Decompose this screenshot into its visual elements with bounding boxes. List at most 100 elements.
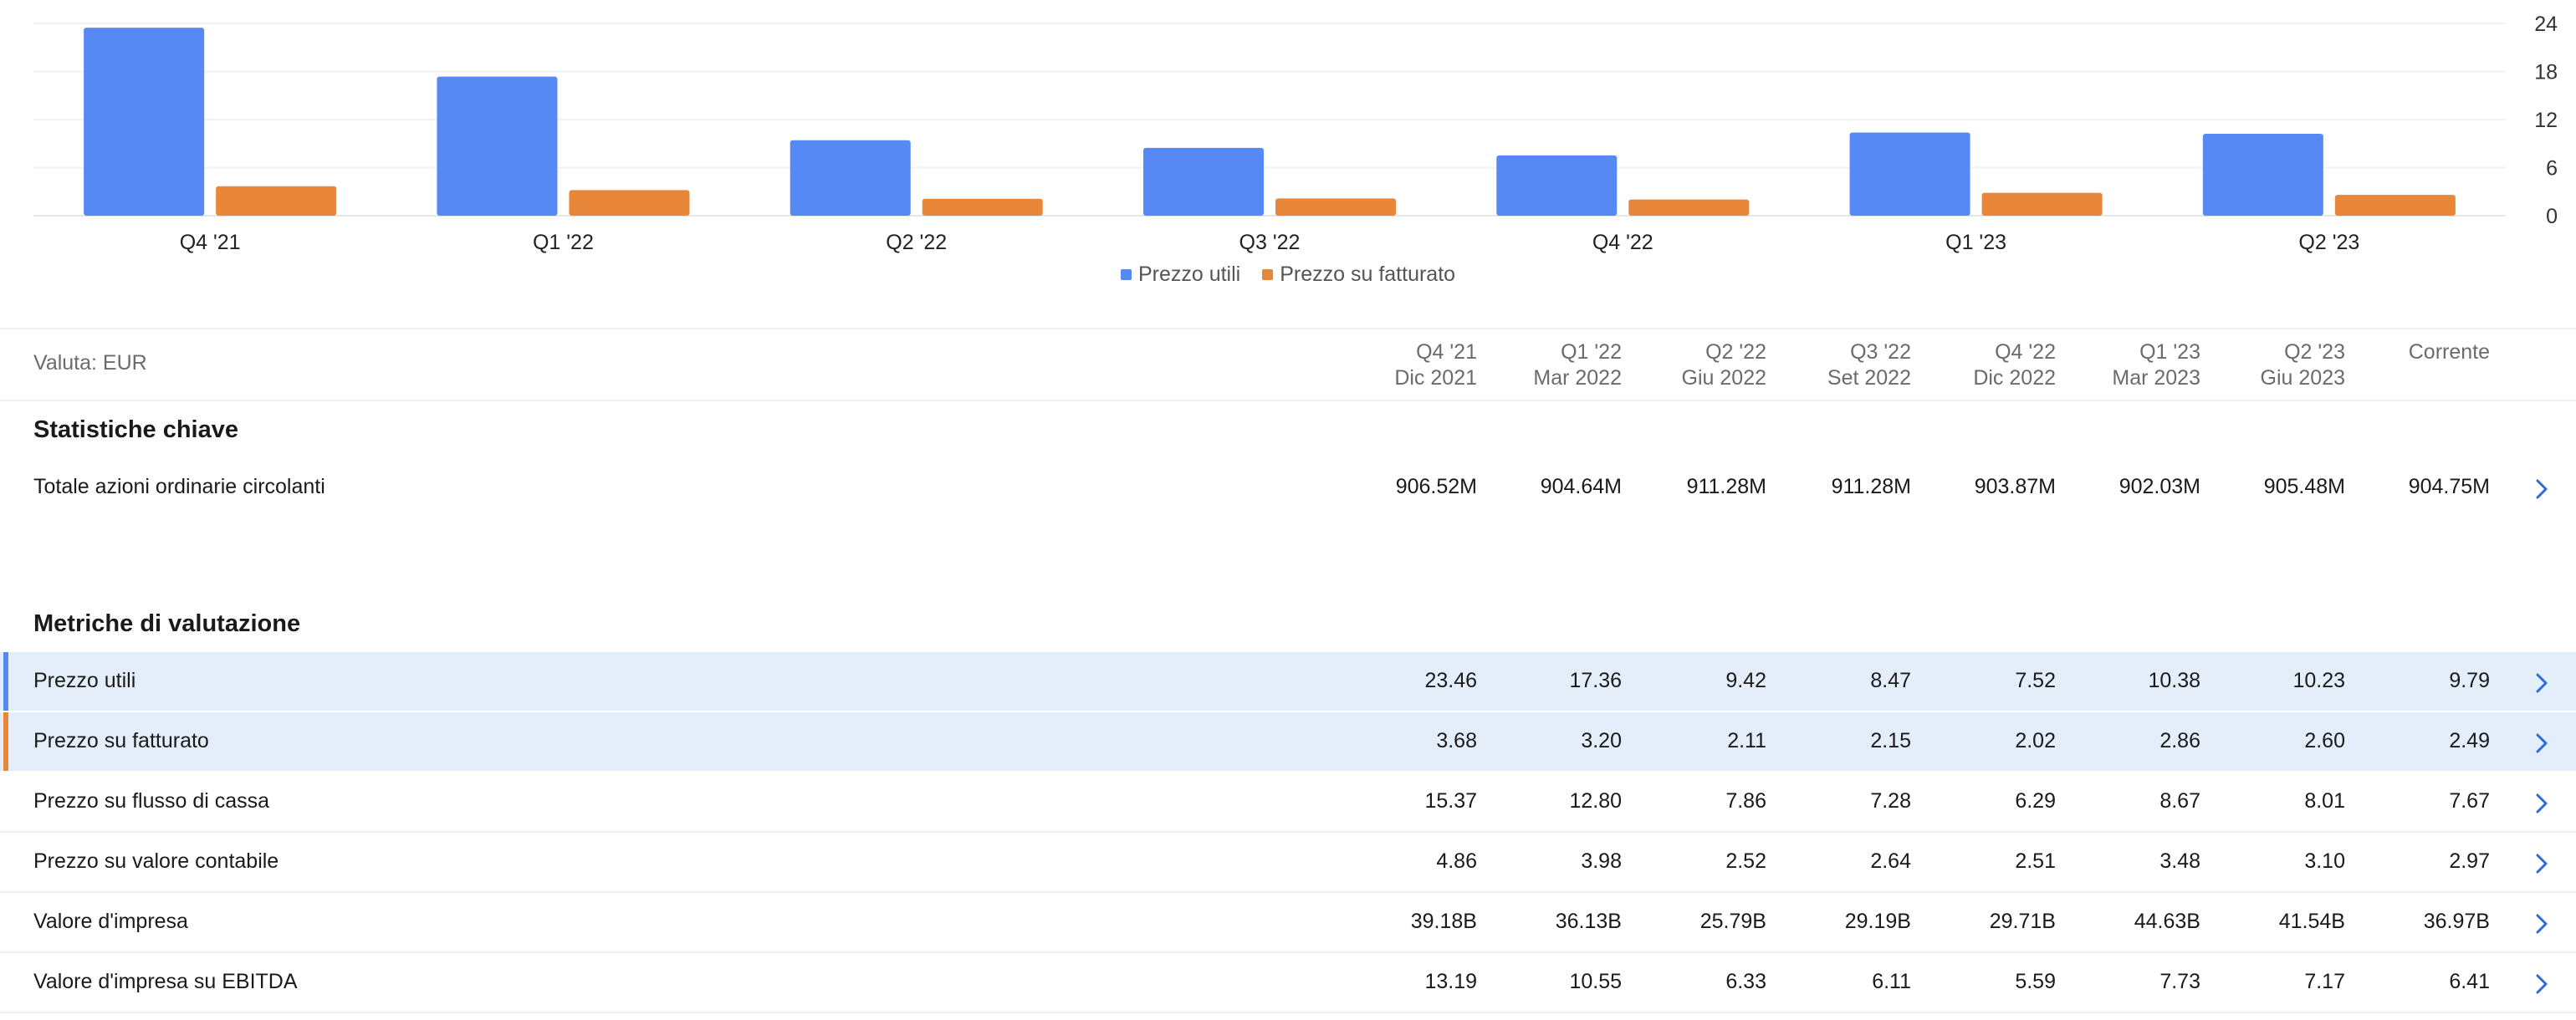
table-cell: 3.48 xyxy=(2159,849,2200,873)
table-header: Valuta: EUR Q4 '21 Dic 2021 Q1 '22 Mar 2022… xyxy=(0,339,2576,400)
chevron-right-icon[interactable] xyxy=(2533,791,2551,816)
bar-prezzo-utili[interactable] xyxy=(1143,147,1264,216)
legend-item-prezzo-fatturato[interactable]: Prezzo su fatturato xyxy=(1262,263,1455,287)
table-cell: 6.11 xyxy=(1872,970,1911,993)
bar-prezzo-utili[interactable] xyxy=(1496,155,1618,216)
x-tick-label: Q2 '23 xyxy=(2298,231,2359,254)
table-row[interactable]: Valore d'impresa su EBITDA 13.19 10.55 6.33… xyxy=(0,953,2576,1013)
bar-prezzo-utili[interactable] xyxy=(1849,132,1970,216)
legend-swatch-orange xyxy=(1262,269,1274,280)
x-tick-label: Q2 '22 xyxy=(886,231,947,254)
table-cell: 7.86 xyxy=(1725,789,1766,813)
valuation-title: Metriche di valutazione xyxy=(33,610,301,637)
table-row[interactable]: Prezzo su fatturato 3.68 3.20 2.11 2.15 2.02 2… xyxy=(0,712,2576,773)
y-tick-label: 12 xyxy=(2534,109,2558,132)
row-series-marker xyxy=(3,712,8,771)
legend-swatch-blue xyxy=(1120,269,1132,280)
x-tick-label: Q3 '22 xyxy=(1239,231,1301,254)
column-header: Corrente xyxy=(2346,339,2490,365)
column-quarter: Q4 '22 xyxy=(1995,340,2056,364)
row-label: Valore d'impresa xyxy=(33,910,188,933)
table-cell: 7.28 xyxy=(1870,789,1911,813)
bar-prezzo-utili[interactable] xyxy=(790,140,911,216)
table-cell: 2.11 xyxy=(1727,729,1766,752)
table-cell: 6.41 xyxy=(2449,970,2490,993)
table-cell: 4.86 xyxy=(1436,849,1477,873)
column-date: Giu 2022 xyxy=(1681,366,1766,390)
bar-prezzo-utili[interactable] xyxy=(2202,133,2323,216)
bar-prezzo-fatturato[interactable] xyxy=(569,190,690,216)
table-cell: 25.79B xyxy=(1699,910,1766,933)
table-cell: 29.19B xyxy=(1844,910,1911,933)
legend-label: Prezzo utili xyxy=(1137,263,1241,286)
divider xyxy=(0,328,2576,329)
column-header: Q1 '23 Mar 2023 xyxy=(2057,339,2200,391)
column-quarter: Q3 '22 xyxy=(1850,340,1911,364)
table-cell: 7.73 xyxy=(2159,970,2200,993)
row-label: Totale azioni ordinarie circolanti xyxy=(33,475,325,498)
row-label: Prezzo su valore contabile xyxy=(33,849,279,873)
bar-prezzo-fatturato[interactable] xyxy=(216,186,337,216)
legend-item-prezzo-utili[interactable]: Prezzo utili xyxy=(1120,263,1241,287)
column-quarter: Q1 '22 xyxy=(1561,340,1622,364)
table-row[interactable]: Prezzo su valore contabile 4.86 3.98 2.52 2.… xyxy=(0,833,2576,893)
y-tick-label: 6 xyxy=(2546,157,2558,181)
row-label: Prezzo utili xyxy=(33,669,136,692)
table-cell: 911.28M xyxy=(1831,475,1911,498)
table-cell: 904.64M xyxy=(1540,475,1622,498)
table-row[interactable]: Prezzo su flusso di cassa 15.37 12.80 7.86 7… xyxy=(0,773,2576,833)
table-row[interactable]: Prezzo utili 23.46 17.36 9.42 8.47 7.52 10.38 1… xyxy=(0,652,2576,712)
chevron-right-icon[interactable] xyxy=(2533,731,2551,756)
chevron-right-icon[interactable] xyxy=(2533,972,2551,997)
table-cell: 3.20 xyxy=(1581,729,1622,752)
table-cell: 2.97 xyxy=(2449,849,2490,873)
table-cell: 7.52 xyxy=(2015,669,2056,692)
column-header: Q2 '22 Giu 2022 xyxy=(1623,339,1766,391)
key-stats-title: Statistiche chiave xyxy=(33,416,238,443)
column-quarter: Q2 '23 xyxy=(2284,340,2345,364)
column-quarter: Q2 '22 xyxy=(1705,340,1766,364)
column-quarter: Q1 '23 xyxy=(2139,340,2200,364)
column-date: Mar 2022 xyxy=(1533,366,1622,390)
bar-prezzo-utili[interactable] xyxy=(437,76,558,216)
bar-prezzo-fatturato[interactable] xyxy=(1275,198,1396,216)
chevron-right-icon[interactable] xyxy=(2533,477,2551,502)
row-label: Valore d'impresa su EBITDA xyxy=(33,970,298,993)
table-cell: 2.52 xyxy=(1725,849,1766,873)
table-row[interactable]: Totale azioni ordinarie circolanti 906.52… xyxy=(0,458,2576,518)
bar-prezzo-fatturato[interactable] xyxy=(1628,199,1750,216)
x-tick-label: Q1 '22 xyxy=(533,231,594,254)
bar-prezzo-fatturato[interactable] xyxy=(922,198,1043,216)
column-header: Q4 '21 Dic 2021 xyxy=(1333,339,1477,391)
table-cell: 23.46 xyxy=(1424,669,1477,692)
table-cell: 36.97B xyxy=(2423,910,2490,933)
bar-prezzo-fatturato[interactable] xyxy=(1981,192,2103,216)
table-cell: 2.86 xyxy=(2159,729,2200,752)
table-row[interactable]: Valore d'impresa 39.18B 36.13B 25.79B 29.19B… xyxy=(0,893,2576,953)
column-quarter: Corrente xyxy=(2408,340,2490,364)
column-date: Mar 2023 xyxy=(2112,366,2200,390)
chevron-right-icon[interactable] xyxy=(2533,671,2551,696)
table-cell: 13.19 xyxy=(1424,970,1477,993)
table-cell: 29.71B xyxy=(1989,910,2056,933)
row-label: Prezzo su fatturato xyxy=(33,729,209,752)
bar-prezzo-fatturato[interactable] xyxy=(2334,195,2456,216)
table-cell: 8.67 xyxy=(2159,789,2200,813)
table-cell: 2.51 xyxy=(2015,849,2056,873)
table-cell: 6.33 xyxy=(1725,970,1766,993)
column-date: Set 2022 xyxy=(1827,366,1911,390)
table-cell: 41.54B xyxy=(2278,910,2345,933)
table-cell: 2.02 xyxy=(2015,729,2056,752)
chevron-right-icon[interactable] xyxy=(2533,911,2551,936)
table-cell: 911.28M xyxy=(1686,475,1766,498)
table-cell: 8.47 xyxy=(1870,669,1911,692)
chevron-right-icon[interactable] xyxy=(2533,851,2551,876)
row-series-marker xyxy=(3,652,8,711)
table-cell: 3.10 xyxy=(2304,849,2345,873)
table-cell: 9.42 xyxy=(1725,669,1766,692)
column-header: Q2 '23 Giu 2023 xyxy=(2201,339,2345,391)
legend-label: Prezzo su fatturato xyxy=(1280,263,1456,286)
table-cell: 903.87M xyxy=(1974,475,2056,498)
bar-prezzo-utili[interactable] xyxy=(84,28,205,216)
